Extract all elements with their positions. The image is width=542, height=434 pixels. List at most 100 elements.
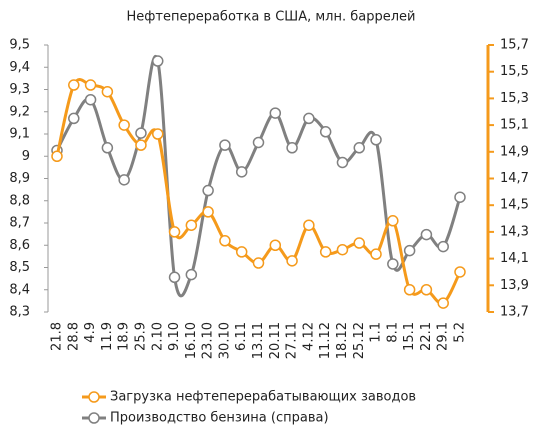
point: [303, 112, 315, 125]
y-tick-label: 9: [22, 149, 30, 164]
x-tick-label: 16.10: [184, 322, 199, 359]
point: [84, 93, 97, 106]
chart-title: Нефтепереработка в США, млн. баррелей: [127, 10, 416, 25]
y-tick-label: 8,8: [9, 193, 30, 208]
point: [51, 150, 63, 162]
legend-marker: [88, 412, 100, 424]
point: [152, 128, 164, 140]
series-line: [55, 55, 462, 298]
point: [269, 107, 282, 119]
point: [84, 79, 97, 91]
point: [118, 174, 130, 186]
point: [353, 142, 365, 154]
y-tick-label: 9,3: [9, 82, 30, 97]
y2-tick-label: 15,1: [500, 118, 529, 133]
x-tick-label: 28.8: [66, 322, 81, 351]
point: [286, 255, 298, 267]
x-tick-label: 20.11: [268, 322, 283, 359]
legend-label: Производство бензина (справа): [110, 411, 329, 426]
point: [319, 126, 332, 138]
x-tick-label: 29.1: [436, 322, 451, 351]
point: [420, 228, 433, 241]
legend-label: Загрузка нефтеперерабатывающих заводов: [110, 390, 416, 405]
y-tick-label: 8,9: [9, 171, 30, 186]
point: [101, 85, 114, 98]
point: [185, 268, 198, 281]
point: [454, 191, 466, 203]
y-tick-label: 9,1: [9, 127, 30, 142]
point: [387, 258, 399, 270]
point: [185, 219, 198, 231]
point: [403, 284, 416, 296]
x-tick-label: 25.9: [133, 322, 148, 351]
x-tick-label: 1.1: [369, 322, 384, 343]
x-tick-label: 5.2: [453, 322, 468, 343]
y-tick-label: 9,4: [9, 60, 30, 75]
x-tick-label: 22.1: [419, 322, 434, 351]
y2-tick-label: 14,3: [500, 224, 529, 239]
x-tick-label: 4.9: [83, 322, 98, 343]
point: [437, 240, 449, 253]
x-tick-label: 18.12: [335, 322, 350, 359]
y-tick-label: 9,2: [9, 104, 30, 119]
x-tick-label: 15.1: [402, 322, 417, 351]
point: [202, 184, 214, 197]
point: [168, 271, 181, 284]
x-tick-label: 25.12: [352, 322, 367, 359]
x-tick-label: 4.12: [301, 322, 316, 351]
y-tick-label: 8,6: [9, 238, 30, 253]
y2-tick-label: 14,7: [500, 171, 529, 186]
y2-tick-label: 14,9: [500, 144, 529, 159]
x-tick-label: 2.10: [150, 322, 165, 351]
point: [202, 206, 214, 218]
point: [235, 246, 248, 258]
point: [219, 139, 231, 151]
y-tick-label: 8,4: [9, 282, 30, 297]
point: [68, 79, 80, 91]
point: [252, 257, 265, 269]
x-tick-label: 9.10: [167, 322, 182, 351]
point: [152, 55, 164, 67]
y-tick-label: 8,3: [9, 305, 30, 320]
point: [454, 266, 466, 278]
x-tick-label: 11.9: [100, 322, 115, 351]
x-tick-label: 6.11: [234, 322, 249, 351]
point: [219, 235, 231, 247]
x-tick-label: 18.9: [117, 322, 132, 351]
point: [403, 244, 416, 257]
y2-tick-label: 13,7: [500, 305, 529, 320]
point: [336, 243, 349, 256]
y-tick-label: 9,5: [9, 38, 30, 53]
x-tick-label: 21.8: [50, 322, 65, 351]
point: [135, 127, 147, 139]
point: [370, 134, 382, 146]
point: [370, 248, 382, 260]
point: [269, 239, 282, 251]
y2-tick-label: 14,1: [500, 251, 529, 266]
y2-tick-label: 15,5: [500, 64, 529, 79]
point: [286, 142, 298, 154]
point: [387, 215, 399, 227]
point: [118, 119, 130, 131]
point: [168, 226, 181, 238]
point: [135, 139, 147, 151]
x-tick-label: 11.12: [318, 322, 333, 359]
point: [235, 166, 248, 178]
x-tick-label: 13.11: [251, 322, 266, 359]
y2-tick-label: 14,5: [500, 198, 529, 213]
y-tick-label: 8,5: [9, 260, 30, 275]
point: [336, 156, 349, 169]
y2-tick-label: 15,3: [500, 91, 529, 106]
x-tick-label: 30.10: [217, 322, 232, 359]
point: [437, 297, 449, 309]
point: [353, 237, 365, 249]
point: [420, 284, 433, 296]
x-tick-label: 27.11: [285, 322, 300, 359]
y2-tick-label: 15,7: [500, 38, 529, 53]
point: [252, 136, 265, 149]
point: [101, 142, 114, 154]
legend-marker: [88, 391, 100, 403]
y-tick-label: 8,7: [9, 216, 30, 231]
y2-tick-label: 13,9: [500, 278, 529, 293]
